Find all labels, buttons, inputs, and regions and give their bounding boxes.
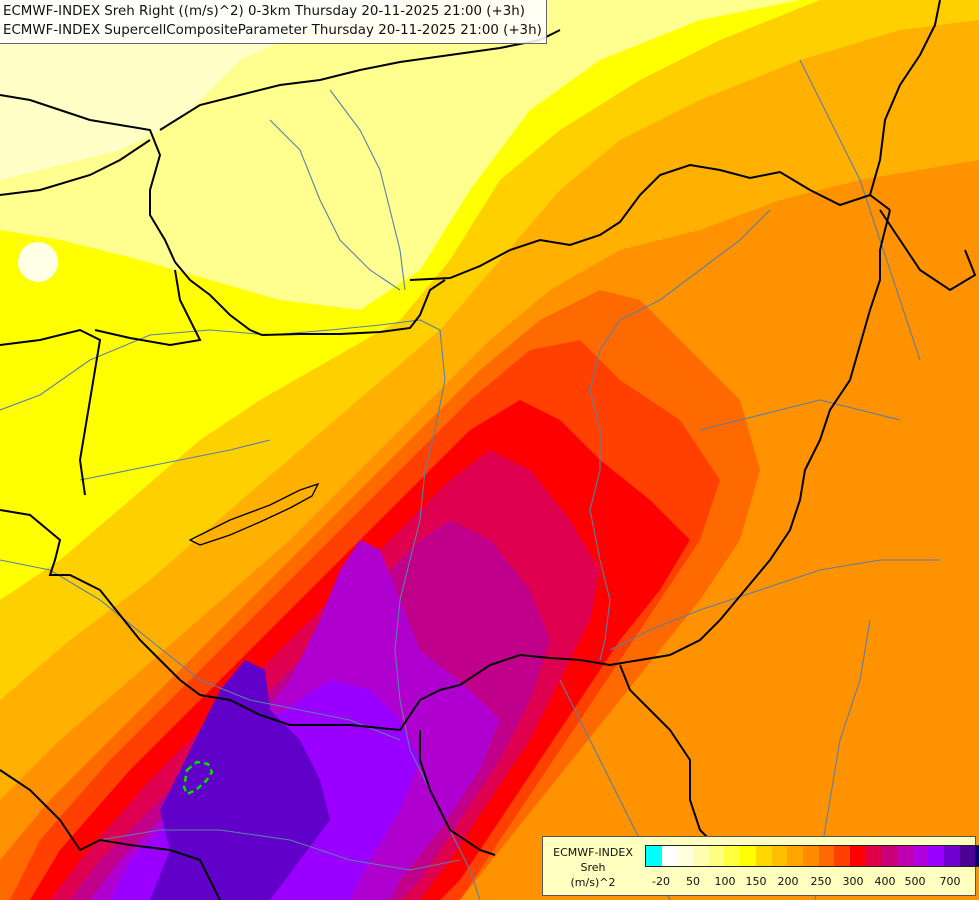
legend-swatch (802, 846, 819, 866)
legend-swatch (677, 846, 694, 866)
border-rs-ro (619, 664, 721, 851)
river-danube (0, 319, 481, 900)
field-white-spot (18, 242, 58, 282)
legend-swatch (959, 846, 976, 866)
legend-swatch (912, 846, 929, 866)
border-ua-north (869, 0, 941, 196)
legend-swatch (928, 846, 945, 866)
legend-swatch (708, 846, 725, 866)
legend-tick-label: 400 (874, 875, 896, 888)
legend-swatch (865, 846, 882, 866)
map-title: ECMWF-INDEX Sreh Right ((m/s)^2) 0-3km T… (0, 0, 547, 44)
legend-tick-label: 300 (842, 875, 864, 888)
legend-swatch (944, 846, 960, 866)
legend-swatch (755, 846, 772, 866)
legend-tick-label: 500 (904, 875, 926, 888)
river-prut (799, 59, 921, 361)
legend-swatch (771, 846, 788, 866)
color-legend: ECMWF-INDEX Sreh (m/s)^2 -20 50 100 150 200 2… (542, 836, 979, 896)
legend-swatch (646, 846, 662, 866)
border-cz-sk (0, 94, 176, 263)
legend-tick-label: 150 (745, 875, 767, 888)
legend-swatch (975, 846, 979, 866)
legend-label-line-3: (m/s)^2 (570, 876, 616, 889)
border-hu-sl-hr (0, 509, 671, 732)
legend-swatch (897, 846, 913, 866)
scp-contour (182, 760, 214, 796)
title-line-2: ECMWF-INDEX SupercellCompositeParameter … (3, 23, 542, 38)
legend-label: ECMWF-INDEX Sreh (m/s)^2 (547, 845, 639, 890)
legend-ticks: -20 50 100 150 200 250 300 400 500 700 (645, 875, 975, 891)
legend-swatch (661, 846, 678, 866)
field-indigo (150, 660, 330, 900)
legend-swatch (834, 846, 850, 866)
legend-swatch (881, 846, 897, 866)
river-vah (269, 119, 401, 291)
legend-tick-label: 200 (777, 875, 799, 888)
border-sk-at (0, 139, 151, 196)
border-hr-ba (0, 769, 221, 900)
border-at-hu (174, 261, 446, 337)
river-mures (609, 559, 940, 651)
border-sk-pl (159, 29, 561, 131)
legend-label-line-2: Sreh (580, 861, 606, 874)
legend-swatch (818, 846, 835, 866)
legend-tick-label: 100 (714, 875, 736, 888)
legend-tick-label: 700 (939, 875, 961, 888)
border-west (94, 269, 202, 347)
border-sk-hu (409, 163, 891, 281)
legend-label-line-1: ECMWF-INDEX (553, 846, 633, 859)
legend-tick-label: 50 (686, 875, 700, 888)
river-raba (79, 439, 271, 481)
border-hr-rs (419, 730, 496, 856)
legend-tick-label: 250 (810, 875, 832, 888)
title-line-1: ECMWF-INDEX Sreh Right ((m/s)^2) 0-3km T… (3, 4, 525, 19)
legend-swatch (787, 846, 803, 866)
legend-color-bar (645, 845, 979, 867)
legend-tick-label: -20 (652, 875, 670, 888)
legend-swatch (740, 846, 756, 866)
border-ua-ro (879, 209, 977, 292)
border-hu-ro (669, 209, 891, 656)
border-at-sl (0, 328, 102, 496)
river-hron (329, 89, 406, 291)
river-tisza (589, 209, 771, 661)
river-drava (0, 559, 401, 741)
river-somes (699, 399, 901, 431)
legend-swatch (849, 846, 866, 866)
lake-balaton (188, 482, 320, 546)
river-sava (99, 829, 461, 871)
legend-swatch (724, 846, 741, 866)
legend-swatch (693, 846, 709, 866)
